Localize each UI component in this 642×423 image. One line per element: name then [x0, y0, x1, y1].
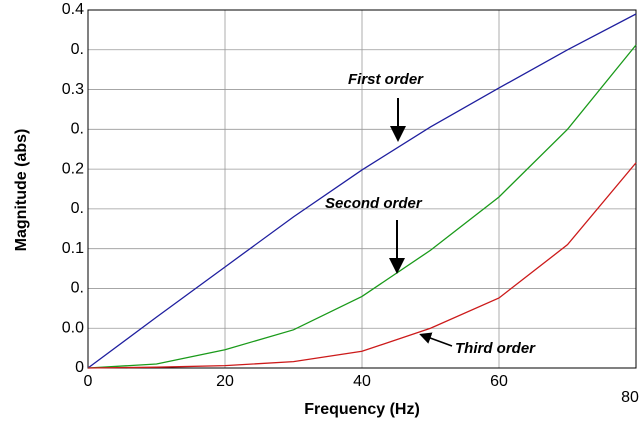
line-series [87, 162, 637, 369]
y-tick-label: 0.0 [62, 319, 84, 336]
y-tick-label: 0.1 [62, 240, 84, 257]
line-series [87, 13, 637, 369]
y-tick-label: 0 [75, 359, 84, 376]
y-tick-label: 0.4 [62, 1, 84, 18]
y-tick-label: 0. [71, 121, 84, 138]
y-tick-label: 0.2 [62, 160, 84, 177]
x-tick-label: 60 [490, 373, 508, 390]
x-tick-label: 0 [84, 373, 93, 390]
line-series [87, 44, 637, 369]
annotation: First order [348, 71, 424, 88]
annotation: Second order [325, 195, 423, 212]
x-axis-label: Frequency (Hz) [304, 401, 420, 418]
annotation-arrow [419, 332, 453, 347]
x-tick-label: 40 [353, 373, 371, 390]
y-axis-label: Magnitude (abs) [13, 129, 30, 252]
annotation: Third order [455, 340, 536, 357]
y-tick-label: 0. [71, 280, 84, 297]
x-tick-label: 80 [621, 389, 639, 406]
y-tick-label: 0.3 [62, 81, 84, 98]
x-tick-label: 20 [216, 373, 234, 390]
plot-area: 0 0.0 0. 0.1 0. 0.2 0. 0.3 0. 0.4 0 20 40 60 80 [62, 1, 639, 406]
y-tick-label: 0. [71, 200, 84, 217]
y-tick-label: 0. [71, 41, 84, 58]
plot-frame [87, 9, 637, 369]
